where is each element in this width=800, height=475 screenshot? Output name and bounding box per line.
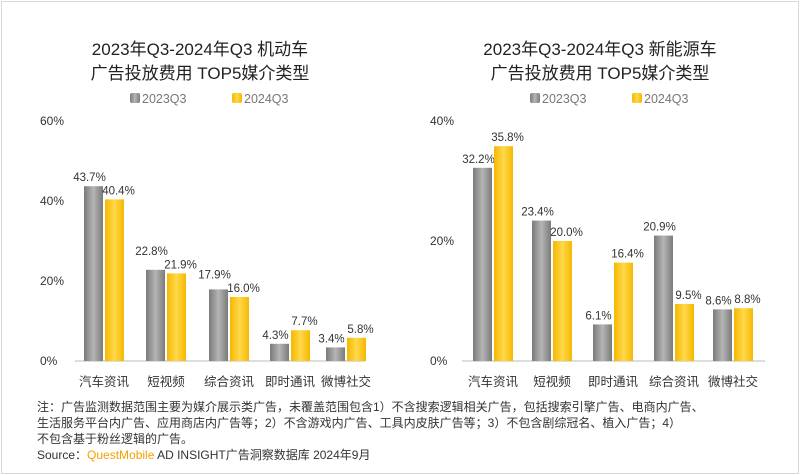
- data-label: 9.5%: [675, 290, 701, 302]
- bar-2023Q3: [654, 235, 673, 361]
- bar-2023Q3: [326, 347, 345, 361]
- category-label: 即时通讯: [588, 375, 639, 389]
- bar-2023Q3: [713, 309, 732, 361]
- bar-2024Q3: [494, 146, 513, 361]
- y-tick-label: 60%: [40, 114, 64, 128]
- category-label: 综合资讯: [649, 374, 700, 389]
- bar-2024Q3: [675, 304, 694, 361]
- source-rest: AD INSIGHT广告洞察数据库 2024年9月: [154, 448, 371, 462]
- data-label: 21.9%: [164, 259, 197, 271]
- bar-2023Q3: [532, 220, 551, 361]
- y-tick-label: 0%: [40, 354, 58, 368]
- y-tick-label: 20%: [40, 274, 64, 288]
- legend-swatch: [130, 93, 140, 103]
- legend-label: 2023Q3: [142, 92, 187, 106]
- y-tick-label: 20%: [430, 234, 454, 248]
- bar-2023Q3: [146, 269, 165, 361]
- category-label: 汽车资讯: [79, 374, 130, 389]
- data-label: 22.8%: [135, 246, 168, 258]
- source: Source：QuestMobile AD INSIGHT广告洞察数据库 202…: [37, 447, 797, 463]
- bar-2024Q3: [734, 308, 753, 361]
- data-label: 3.4%: [318, 333, 344, 345]
- data-label: 32.2%: [462, 154, 495, 166]
- category-label: 微博社交: [708, 374, 758, 389]
- legend-label: 2024Q3: [244, 92, 289, 106]
- data-label: 5.8%: [347, 324, 373, 336]
- category-label: 综合资讯: [204, 374, 255, 389]
- bar-2024Q3: [614, 262, 633, 361]
- data-label: 8.8%: [734, 294, 760, 306]
- bar-2023Q3: [593, 324, 612, 361]
- chart-title: 2023年Q3-2024年Q3 机动车: [92, 40, 308, 59]
- data-label: 35.8%: [491, 132, 524, 144]
- category-label: 短视频: [147, 374, 185, 389]
- data-label: 7.7%: [291, 316, 317, 328]
- bar-2024Q3: [167, 273, 186, 361]
- legend-swatch: [632, 93, 642, 103]
- bar-2023Q3: [473, 167, 492, 361]
- bar-2024Q3: [105, 199, 124, 361]
- data-label: 8.6%: [705, 295, 731, 307]
- data-label: 20.0%: [550, 227, 583, 239]
- category-label: 汽车资讯: [468, 374, 519, 389]
- data-label: 17.9%: [198, 269, 231, 281]
- chart-title: 2023年Q3-2024年Q3 新能源车: [483, 40, 716, 59]
- bar-2024Q3: [230, 297, 249, 361]
- chart-subtitle: 广告投放费用 TOP5媒介类型: [91, 64, 310, 83]
- data-label: 20.9%: [643, 222, 676, 234]
- chart-subtitle: 广告投放费用 TOP5媒介类型: [491, 64, 710, 83]
- data-label: 40.4%: [102, 185, 135, 197]
- bar-2024Q3: [553, 241, 572, 361]
- data-label: 23.4%: [521, 207, 554, 219]
- data-label: 16.4%: [611, 249, 644, 261]
- category-label: 短视频: [533, 374, 571, 389]
- footnote: 注：广告监测数据范围主要为媒介展示类广告，未覆盖范围包含1）不含搜索逻辑相关广告…: [37, 399, 797, 463]
- legend-label: 2023Q3: [542, 92, 587, 106]
- data-label: 4.3%: [262, 330, 288, 342]
- legend-swatch: [232, 93, 242, 103]
- bar-2023Q3: [270, 343, 289, 361]
- note-line: 生活服务平台内广告、应用商店内广告等；2）不含游戏内广告、工具内皮肤广告等；3）…: [37, 416, 682, 430]
- note-line: 不包含基于粉丝逻辑的广告。: [37, 432, 194, 446]
- legend-swatch: [530, 93, 540, 103]
- y-tick-label: 40%: [40, 194, 64, 208]
- data-label: 16.0%: [227, 283, 260, 295]
- bar-2023Q3: [84, 186, 103, 361]
- bar-2024Q3: [291, 330, 310, 361]
- category-label: 即时通讯: [265, 375, 316, 389]
- source-brand: QuestMobile: [87, 448, 155, 462]
- bar-2023Q3: [209, 289, 228, 361]
- y-tick-label: 40%: [430, 114, 454, 128]
- legend-label: 2024Q3: [644, 92, 689, 106]
- category-label: 微博社交: [321, 374, 371, 389]
- y-tick-label: 0%: [430, 354, 448, 368]
- data-label: 43.7%: [73, 172, 106, 184]
- bar-2024Q3: [347, 337, 366, 361]
- data-label: 6.1%: [585, 310, 611, 322]
- note-line: 注：广告监测数据范围主要为媒介展示类广告，未覆盖范围包含1）不含搜索逻辑相关广告…: [37, 400, 704, 414]
- source-prefix: Source：: [37, 448, 88, 462]
